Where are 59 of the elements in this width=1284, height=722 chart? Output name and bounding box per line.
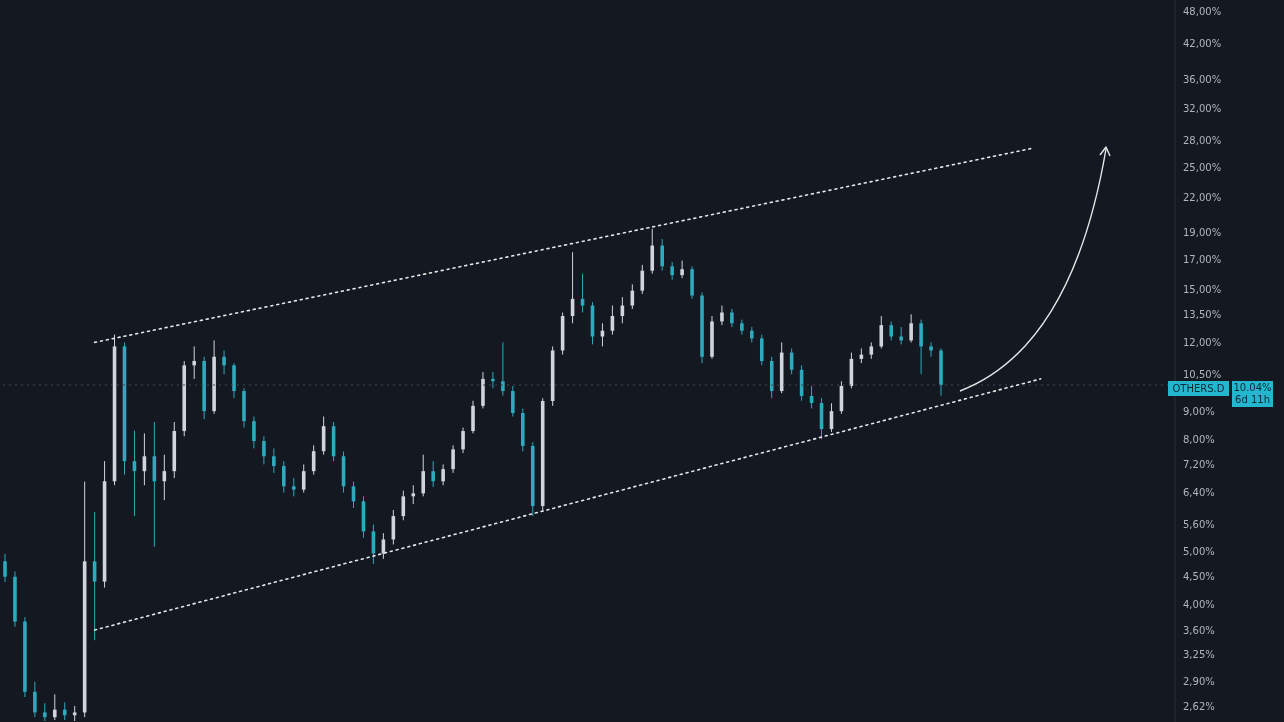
y-tick-label: 32,00% [1183, 102, 1222, 114]
candlestick [919, 319, 923, 375]
candlestick [421, 454, 426, 497]
candlestick [431, 460, 435, 488]
y-tick-label: 28,00% [1183, 134, 1222, 146]
candlestick [252, 416, 256, 449]
candlestick [640, 264, 645, 295]
candlestick [501, 341, 505, 397]
y-tick-label: 19,00% [1183, 227, 1222, 239]
candlestick [222, 350, 226, 375]
candlestick [660, 238, 664, 272]
candlestick [680, 260, 684, 279]
y-tick-label: 3,60% [1183, 624, 1215, 636]
candlestick [451, 444, 455, 474]
candlestick [52, 693, 57, 721]
candlestick [33, 681, 37, 718]
candlestick [411, 484, 416, 505]
candlestick [282, 460, 286, 494]
candlestick [192, 345, 196, 380]
candlestick [3, 553, 7, 583]
candlestick [491, 371, 495, 389]
y-tick-label: 6,40% [1183, 487, 1215, 499]
candlestick [511, 385, 515, 417]
candlestick [759, 334, 764, 366]
y-tick-label: 4,00% [1183, 599, 1215, 611]
y-tick-label: 48,00% [1183, 5, 1222, 17]
candlestick [262, 435, 266, 465]
y-tick-label: 5,00% [1183, 546, 1215, 558]
text: 6d 11h [1234, 394, 1271, 406]
candlestick [740, 319, 744, 336]
y-tick-label: 25,00% [1183, 161, 1222, 173]
candlestick [272, 447, 276, 474]
candlestick [441, 463, 445, 486]
y-tick-label: 3,25% [1183, 649, 1215, 661]
y-tick-label: 4,50% [1183, 571, 1215, 583]
candlestick [461, 427, 465, 454]
y-tick-label: 22,00% [1183, 192, 1222, 204]
y-tick-label: 9,00% [1183, 405, 1215, 417]
candlestick [929, 341, 933, 358]
y-tick-label: 17,00% [1183, 253, 1222, 265]
candlestick [291, 477, 296, 497]
text: 10.04% [1232, 382, 1273, 394]
y-tick-label: 8,00% [1183, 433, 1215, 445]
y-tick-label: 10,50% [1183, 368, 1222, 380]
candlestick [879, 315, 884, 349]
y-tick-label: 13,50% [1183, 308, 1222, 320]
y-tick-label: 15,00% [1183, 283, 1222, 295]
y-tick-label: 5,60% [1183, 519, 1215, 531]
y-tick-label: 2,62% [1183, 700, 1215, 712]
annotation: OTHERS.D [1168, 381, 1229, 396]
y-tick-label: 42,00% [1183, 37, 1222, 49]
candlestick [889, 320, 894, 341]
y-tick-label: 2,90% [1183, 676, 1215, 688]
y-tick-label: 7,20% [1183, 458, 1215, 470]
candlestick [301, 463, 306, 494]
y-tick-label: 36,00% [1183, 74, 1222, 86]
candlestick [720, 305, 724, 326]
y-tick-label: 12,00% [1183, 336, 1222, 348]
candlestick [909, 313, 913, 343]
